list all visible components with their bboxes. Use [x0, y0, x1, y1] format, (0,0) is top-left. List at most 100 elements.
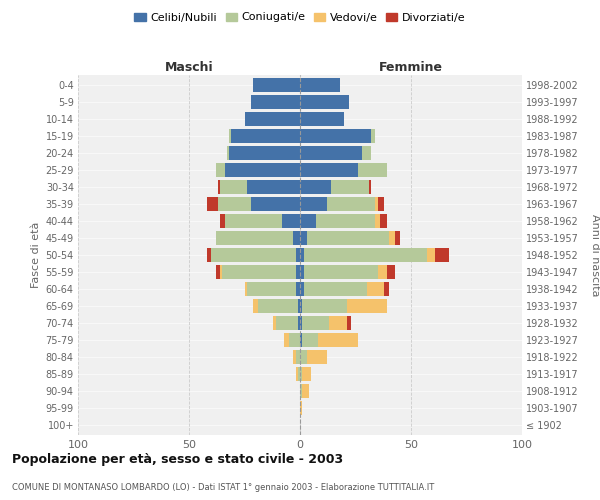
Bar [318, 333, 358, 347]
Bar [371, 129, 376, 143]
Text: Popolazione per età, sesso e stato civile - 2003: Popolazione per età, sesso e stato civil… [12, 452, 343, 466]
Bar [300, 350, 307, 364]
Bar [224, 163, 300, 177]
Bar [300, 112, 344, 126]
Bar [347, 316, 351, 330]
Bar [296, 248, 300, 262]
Bar [358, 163, 386, 177]
Bar [298, 316, 300, 330]
Bar [385, 282, 389, 296]
Bar [300, 78, 340, 92]
Bar [289, 333, 300, 347]
Bar [220, 180, 247, 194]
Bar [300, 163, 358, 177]
Bar [251, 95, 300, 109]
Bar [300, 333, 302, 347]
Bar [304, 265, 378, 279]
Bar [300, 146, 362, 160]
Bar [293, 231, 300, 245]
Bar [300, 129, 371, 143]
Bar [380, 214, 386, 228]
Bar [369, 180, 371, 194]
Text: Femmine: Femmine [379, 61, 443, 74]
Bar [326, 197, 376, 211]
Bar [247, 282, 296, 296]
Bar [386, 265, 395, 279]
Bar [296, 265, 300, 279]
Bar [298, 299, 300, 313]
Bar [300, 231, 307, 245]
Bar [215, 231, 293, 245]
Bar [376, 214, 380, 228]
Bar [293, 350, 296, 364]
Bar [307, 350, 326, 364]
Bar [300, 316, 302, 330]
Text: Maschi: Maschi [164, 61, 214, 74]
Bar [302, 316, 329, 330]
Bar [215, 163, 224, 177]
Bar [258, 299, 298, 313]
Bar [298, 367, 300, 381]
Bar [378, 265, 386, 279]
Bar [300, 401, 302, 415]
Bar [227, 146, 229, 160]
Bar [215, 265, 220, 279]
Bar [223, 265, 296, 279]
Bar [362, 146, 371, 160]
Legend: Celibi/Nubili, Coniugati/e, Vedovi/e, Divorziati/e: Celibi/Nubili, Coniugati/e, Vedovi/e, Di… [130, 8, 470, 27]
Bar [302, 299, 347, 313]
Bar [376, 197, 378, 211]
Text: COMUNE DI MONTANASO LOMBARDO (LO) - Dati ISTAT 1° gennaio 2003 - Elaborazione TU: COMUNE DI MONTANASO LOMBARDO (LO) - Dati… [12, 483, 434, 492]
Bar [300, 367, 302, 381]
Bar [367, 282, 385, 296]
Bar [282, 214, 300, 228]
Bar [302, 367, 311, 381]
Bar [229, 146, 300, 160]
Bar [218, 197, 251, 211]
Bar [296, 282, 300, 296]
Bar [378, 197, 385, 211]
Bar [436, 248, 449, 262]
Bar [300, 384, 302, 398]
Bar [304, 282, 367, 296]
Bar [300, 95, 349, 109]
Bar [207, 248, 211, 262]
Bar [300, 248, 304, 262]
Bar [300, 197, 326, 211]
Bar [220, 214, 224, 228]
Bar [245, 112, 300, 126]
Bar [229, 129, 231, 143]
Bar [302, 384, 309, 398]
Bar [389, 231, 395, 245]
Y-axis label: Fasce di età: Fasce di età [31, 222, 41, 288]
Bar [218, 180, 220, 194]
Bar [274, 316, 275, 330]
Bar [284, 333, 289, 347]
Bar [211, 248, 296, 262]
Bar [247, 180, 300, 194]
Bar [347, 299, 386, 313]
Bar [253, 78, 300, 92]
Bar [296, 350, 300, 364]
Bar [331, 180, 369, 194]
Bar [296, 367, 298, 381]
Bar [395, 231, 400, 245]
Bar [329, 316, 347, 330]
Bar [231, 129, 300, 143]
Bar [207, 197, 218, 211]
Y-axis label: Anni di nascita: Anni di nascita [590, 214, 600, 296]
Bar [302, 333, 318, 347]
Bar [300, 265, 304, 279]
Bar [300, 214, 316, 228]
Bar [300, 180, 331, 194]
Bar [316, 214, 376, 228]
Bar [300, 282, 304, 296]
Bar [275, 316, 298, 330]
Bar [220, 265, 223, 279]
Bar [304, 248, 427, 262]
Bar [251, 197, 300, 211]
Bar [253, 299, 258, 313]
Bar [300, 299, 302, 313]
Bar [307, 231, 389, 245]
Bar [224, 214, 282, 228]
